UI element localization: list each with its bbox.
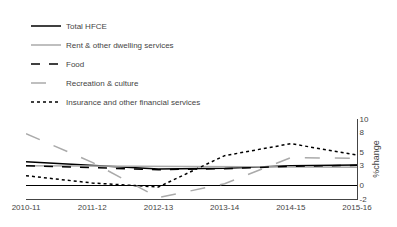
svg-text:-2: -2	[360, 195, 368, 204]
svg-text:10: 10	[360, 115, 369, 124]
svg-text:2014-15: 2014-15	[276, 203, 306, 212]
svg-text:%change: %change	[371, 140, 381, 178]
svg-text:Food: Food	[66, 60, 84, 69]
svg-text:3: 3	[360, 161, 365, 170]
svg-text:2011-12: 2011-12	[78, 203, 107, 212]
svg-text:8: 8	[360, 128, 365, 137]
svg-text:2010-11: 2010-11	[12, 203, 41, 212]
svg-text:Rent & other dwelling services: Rent & other dwelling services	[66, 41, 174, 50]
svg-text:0: 0	[360, 181, 365, 190]
svg-text:2012-13: 2012-13	[144, 203, 174, 212]
svg-text:Insurance and other financial: Insurance and other financial services	[66, 98, 200, 107]
svg-text:Total HFCE: Total HFCE	[66, 22, 107, 31]
svg-text:5: 5	[360, 148, 365, 157]
svg-text:Recreation & culture: Recreation & culture	[66, 79, 139, 88]
svg-text:2015-16: 2015-16	[342, 203, 372, 212]
svg-text:2013-14: 2013-14	[210, 203, 240, 212]
